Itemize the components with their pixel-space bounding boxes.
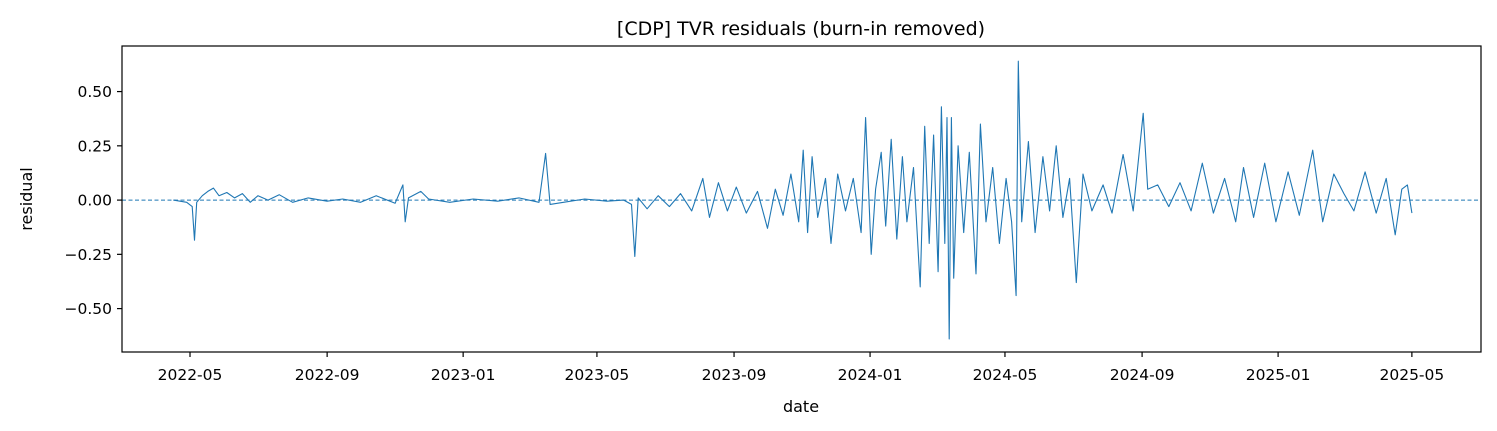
x-tick-label: 2023-01 (431, 366, 496, 384)
y-tick-label: 0.00 (77, 192, 112, 210)
y-axis-label: residual (17, 167, 36, 230)
x-tick-label: 2023-05 (565, 366, 630, 384)
y-tick-label: −0.25 (65, 246, 113, 264)
x-tick-label: 2023-09 (702, 366, 767, 384)
x-axis-label: date (783, 397, 819, 416)
x-tick-label: 2024-05 (973, 366, 1038, 384)
y-tick-label: −0.50 (65, 300, 113, 318)
chart-title: [CDP] TVR residuals (burn-in removed) (617, 18, 985, 40)
y-tick-label: 0.50 (77, 83, 112, 101)
residual-series-line (173, 60, 1413, 340)
x-tick-label: 2024-01 (838, 366, 903, 384)
y-tick-label: 0.25 (77, 137, 112, 155)
x-tick-label: 2022-09 (295, 366, 360, 384)
y-axis-ticks: 0.50 0.25 0.00 −0.25 −0.50 (65, 83, 122, 318)
x-tick-label: 2024-09 (1110, 366, 1175, 384)
x-axis-ticks: 2022-05 2022-09 2023-01 2023-05 2023-09 2024-… (158, 352, 1444, 384)
axes-frame (121, 45, 1482, 353)
x-tick-label: 2022-05 (158, 366, 223, 384)
x-tick-label: 2025-01 (1246, 366, 1311, 384)
plot-area (121, 45, 1482, 353)
x-tick-label: 2025-05 (1379, 366, 1444, 384)
